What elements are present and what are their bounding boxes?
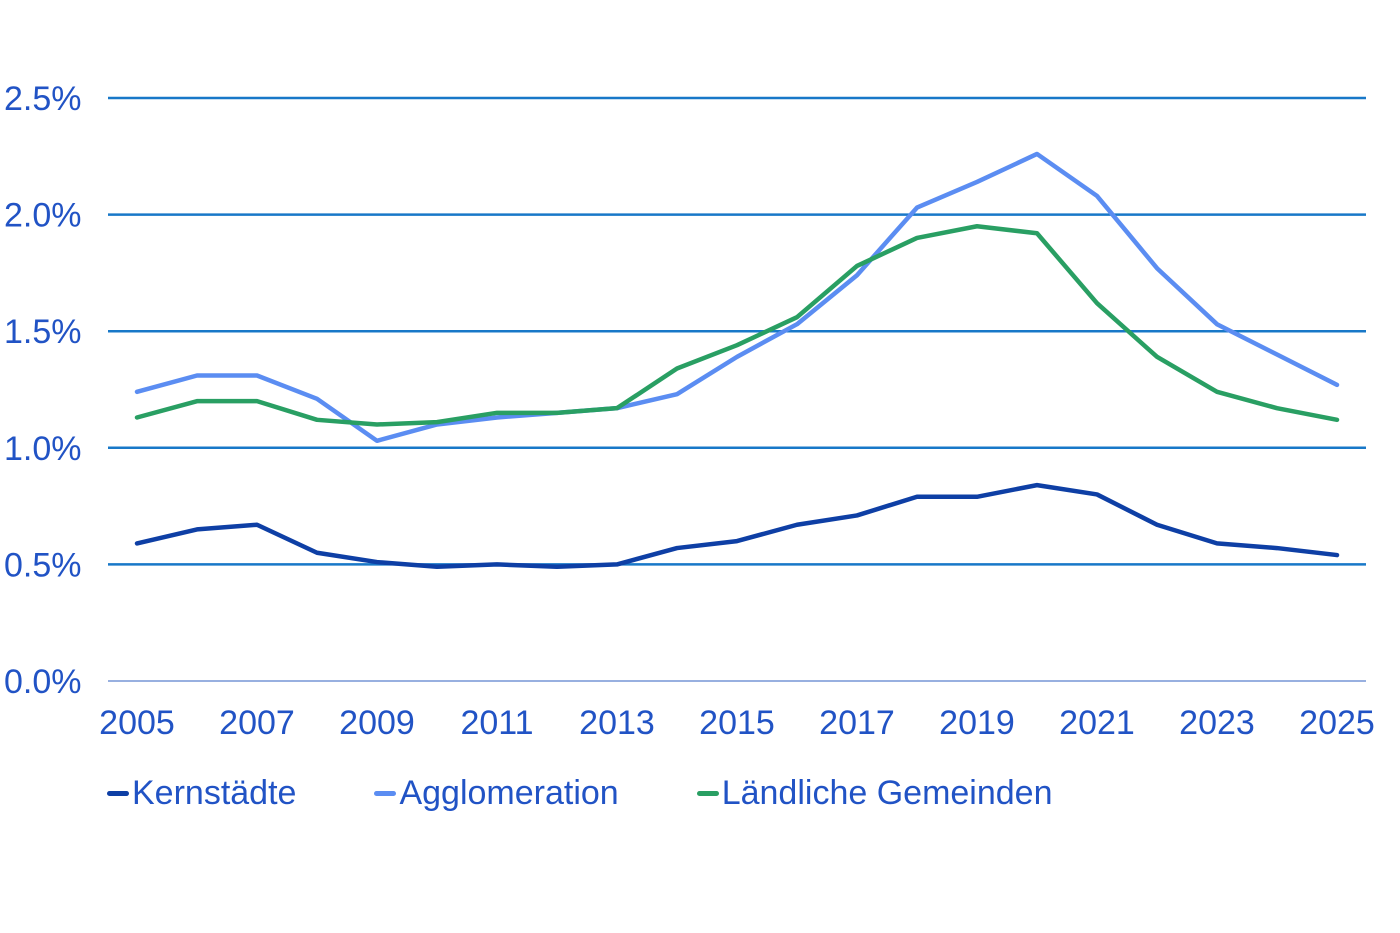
legend-item-kernstaedte: Kernstädte — [107, 774, 296, 813]
series-line-kernst-dte — [134, 482, 1340, 569]
legend-dash-agglomeration-icon — [374, 791, 397, 797]
x-axis-tick-label: 2009 — [339, 704, 415, 742]
x-axis-tick-label: 2021 — [1059, 704, 1135, 742]
legend: Kernstädte Agglomeration Ländliche Gemei… — [107, 774, 1053, 813]
y-axis-tick-label: 2.5% — [4, 80, 82, 118]
x-axis-tick-label: 2011 — [460, 704, 533, 742]
y-axis-tick-label: 1.5% — [4, 313, 82, 351]
x-axis-tick-label: 2007 — [219, 704, 295, 742]
legend-dash-kernstaedte-icon — [107, 791, 129, 797]
x-axis-tick-label: 2023 — [1179, 704, 1255, 742]
legend-label-agglomeration: Agglomeration — [399, 774, 619, 812]
x-axis-tick-label: 2013 — [579, 704, 655, 742]
x-axis-tick-label: 2025 — [1299, 704, 1375, 742]
x-axis-tick-label: 2005 — [99, 704, 175, 742]
legend-dash-laendliche-gemeinden-icon — [696, 791, 719, 797]
legend-label-laendliche-gemeinden: Ländliche Gemeinden — [721, 774, 1053, 812]
y-axis-tick-label: 0.5% — [4, 546, 82, 584]
x-axis-tick-label: 2019 — [939, 704, 1015, 742]
legend-item-laendliche-gemeinden: Ländliche Gemeinden — [696, 774, 1053, 813]
x-axis-tick-label: 2015 — [699, 704, 775, 742]
series-line-l-ndliche-gemeinden — [134, 224, 1340, 427]
series-line-agglomeration — [134, 151, 1340, 444]
legend-item-agglomeration: Agglomeration — [374, 774, 619, 813]
y-axis-tick-label: 2.0% — [4, 197, 82, 235]
y-axis-tick-label: 1.0% — [4, 430, 82, 468]
legend-label-kernstaedte: Kernstädte — [132, 774, 297, 812]
x-axis-tick-label: 2017 — [819, 704, 895, 742]
y-axis-tick-label: 0.0% — [4, 663, 82, 701]
